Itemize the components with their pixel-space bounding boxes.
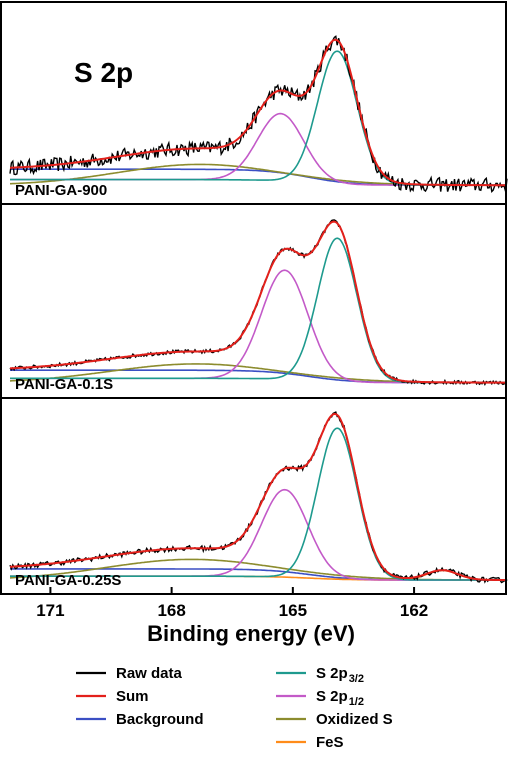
legend-item-sum: Sum [76, 688, 149, 705]
legend-label: S 2p1/2 [316, 688, 364, 708]
legend-item-fes: FeS [276, 734, 344, 751]
series-p12-line [10, 488, 507, 581]
panel-label: PANI-GA-900 [15, 182, 107, 199]
panel-frame [0, 397, 507, 595]
legend-label: Sum [116, 688, 149, 705]
panel-1: PANI-GA-900 [0, 1, 508, 205]
legend-label: S 2p3/2 [316, 665, 364, 685]
series-p32-line [10, 237, 507, 384]
legend-item-p32: S 2p3/2 [276, 665, 364, 685]
chart-title: S 2p [74, 57, 133, 88]
x-tick-label: 162 [400, 601, 428, 620]
panel-3: PANI-GA-0.25S [0, 397, 508, 595]
x-axis-title: Binding energy (eV) [147, 621, 355, 646]
x-tick-label: 165 [279, 601, 307, 620]
legend-label: FeS [316, 734, 344, 751]
series-p32-line [10, 427, 507, 581]
legend-label: Background [116, 711, 204, 728]
panel-2: PANI-GA-0.1S [0, 203, 508, 399]
panel-frame [0, 1, 507, 205]
panel-label: PANI-GA-0.25S [15, 572, 121, 589]
panel-frame [0, 203, 507, 399]
legend: Raw data Sum Background S 2p3/2 S 2p1/2 Oxidi… [76, 665, 393, 751]
legend-label: Raw data [116, 665, 183, 682]
series-sum-line [10, 412, 507, 581]
x-tick-label: 168 [157, 601, 185, 620]
legend-item-p12: S 2p1/2 [276, 688, 364, 708]
series-sum-line [10, 38, 507, 187]
series-p12-line [10, 112, 507, 186]
series-raw-line [9, 411, 508, 584]
legend-item-ox: Oxidized S [276, 711, 393, 728]
plot-panels: PANI-GA-900 PANI-GA-0.1S PANI-GA-0.25S [0, 1, 508, 595]
x-axis-ticks: 171 168 165 162 [36, 587, 428, 620]
series-raw-line [9, 35, 508, 193]
series-sum-line [9, 220, 507, 384]
series-p12-line [10, 269, 507, 384]
legend-label: Oxidized S [316, 711, 393, 728]
panel-label: PANI-GA-0.1S [15, 376, 113, 393]
legend-item-raw: Raw data [76, 665, 183, 682]
x-tick-label: 171 [36, 601, 64, 620]
legend-item-bg: Background [76, 711, 204, 728]
